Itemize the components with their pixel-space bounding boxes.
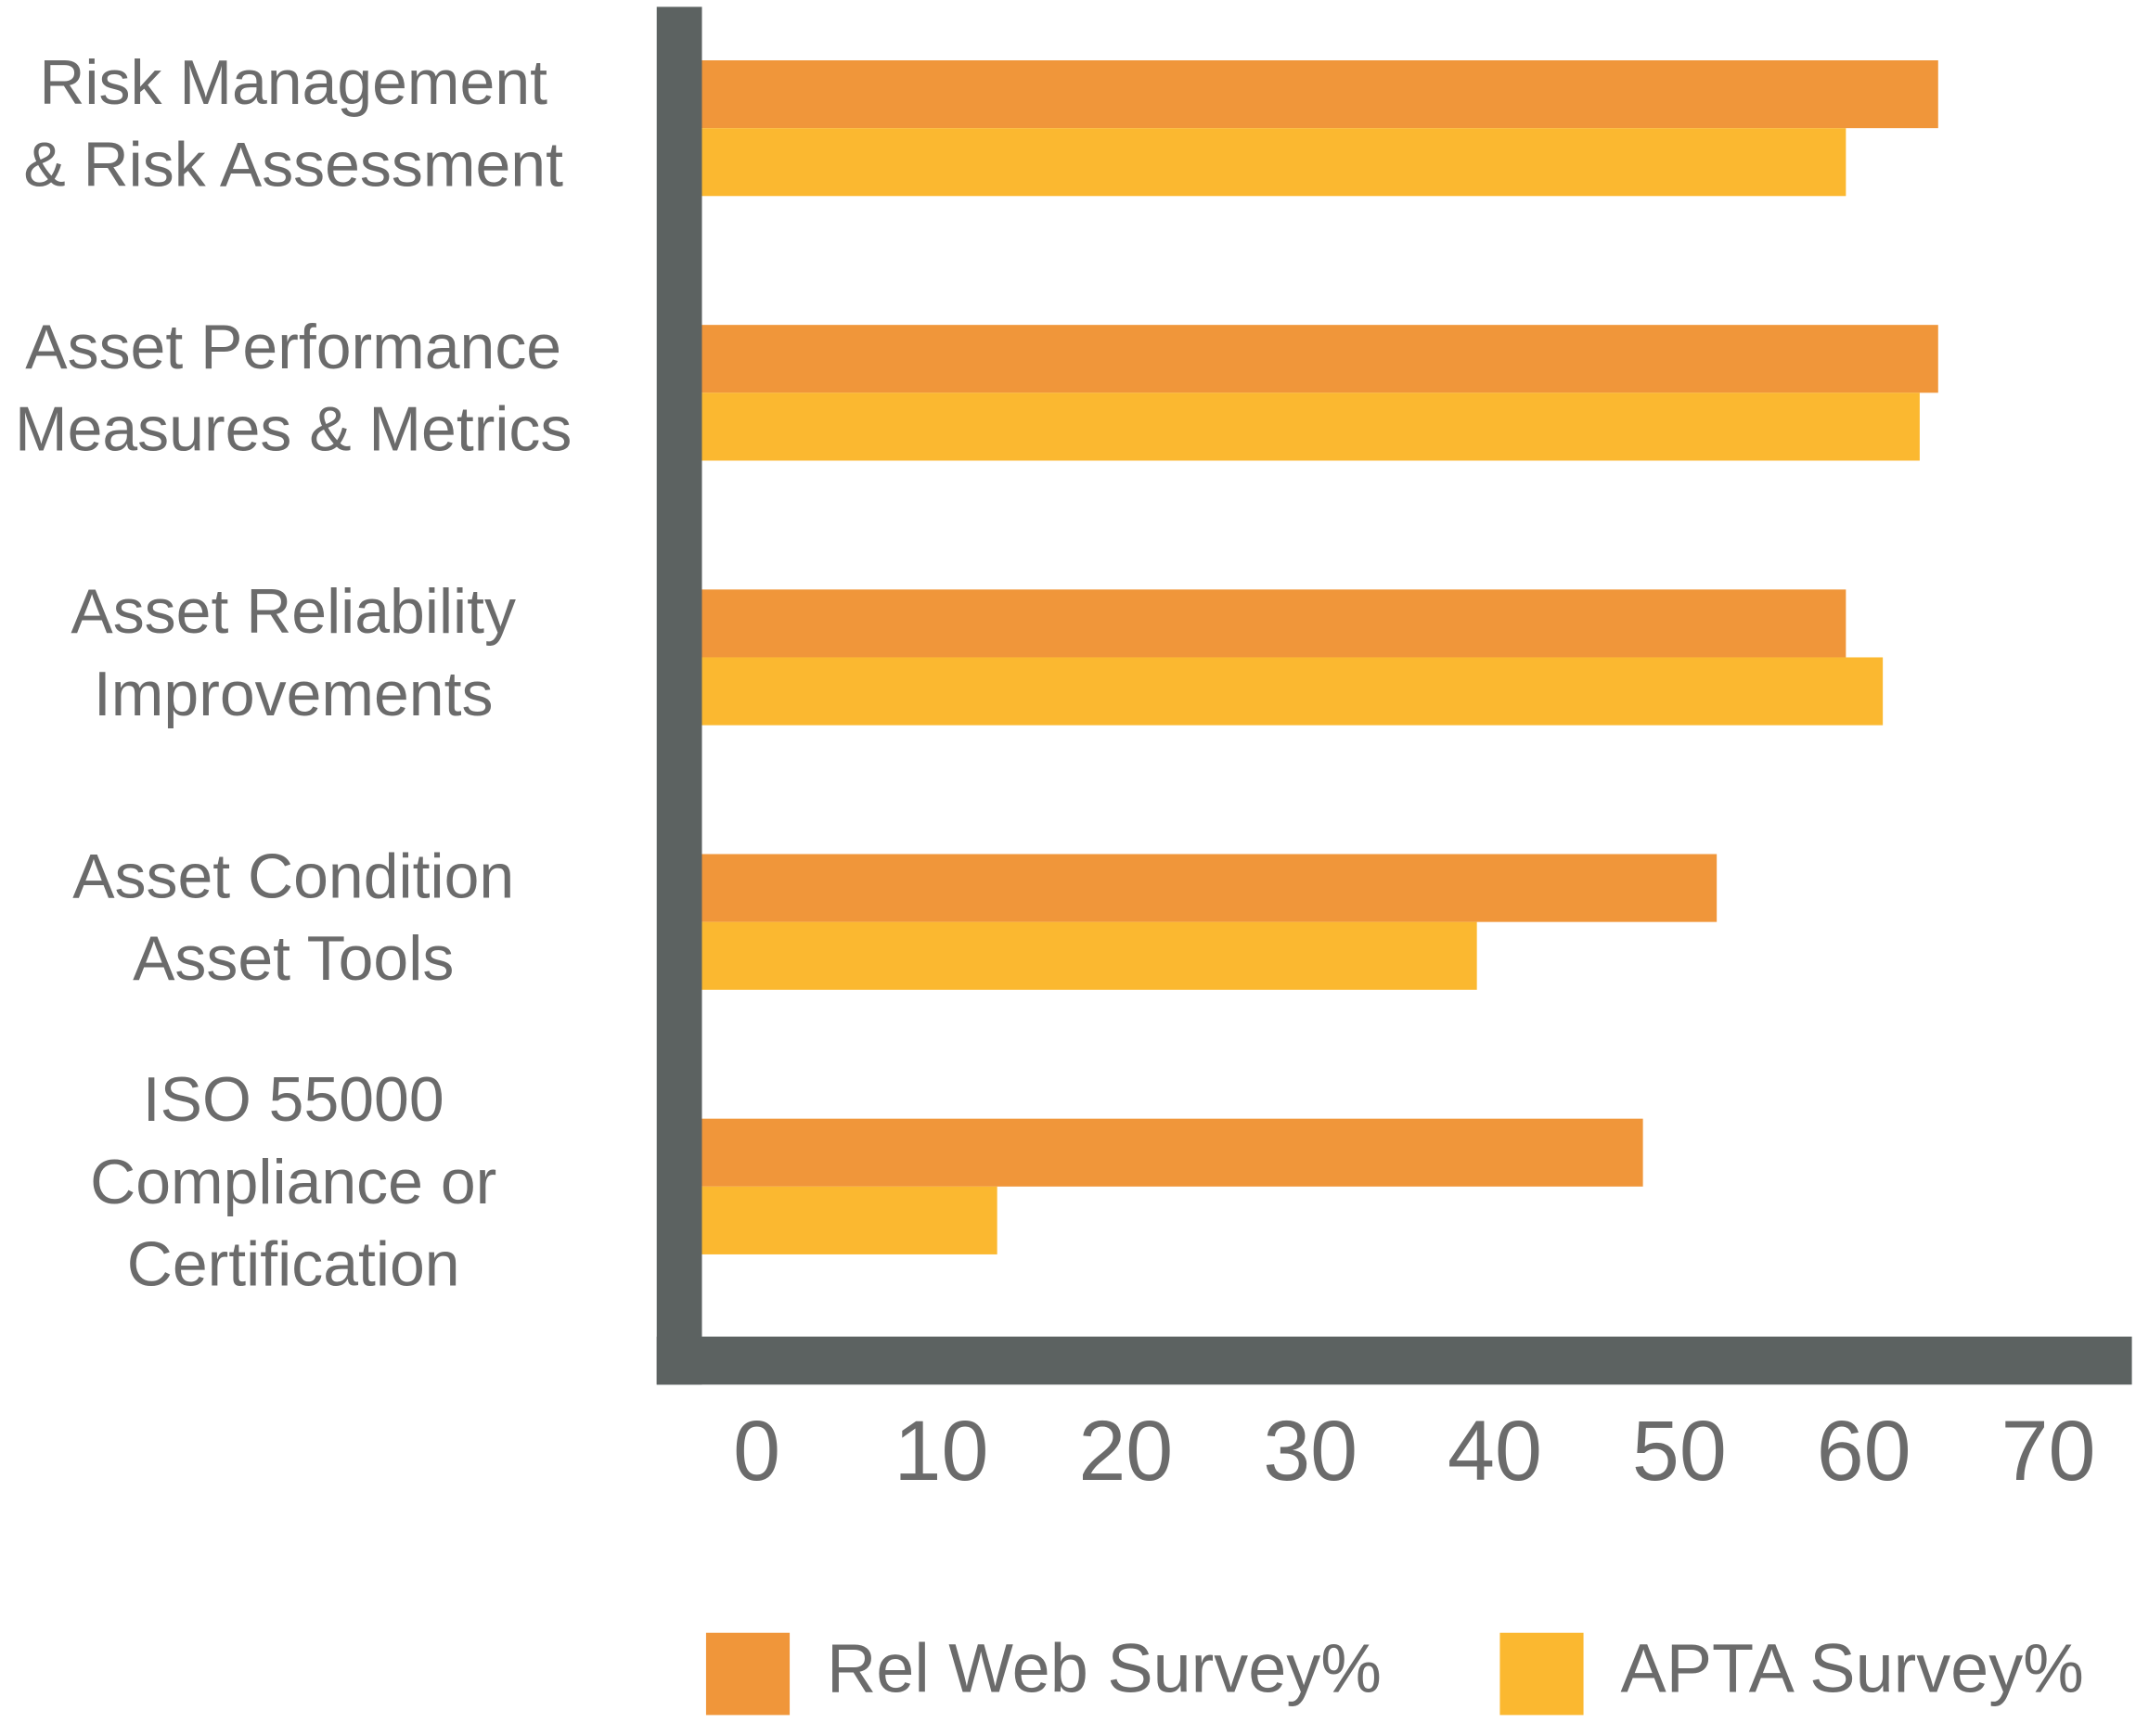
x-tick-label: 0 xyxy=(733,1404,780,1498)
x-tick-label: 40 xyxy=(1448,1404,1542,1498)
x-tick-label: 50 xyxy=(1632,1404,1727,1498)
bar xyxy=(701,60,1938,129)
y-axis xyxy=(656,6,702,1385)
x-tick-label: 10 xyxy=(894,1404,989,1498)
bar xyxy=(701,325,1938,393)
x-tick-label: 60 xyxy=(1817,1404,1911,1498)
bar xyxy=(701,854,1718,922)
x-tick-label: 70 xyxy=(2001,1404,2096,1498)
bar xyxy=(701,1186,997,1254)
y-tick-label: Asset Condition Asset Tools xyxy=(72,841,514,994)
x-tick-label: 30 xyxy=(1263,1404,1358,1498)
bar xyxy=(701,921,1477,990)
y-tick-label: Asset Reliability Improvements xyxy=(71,576,516,729)
bar xyxy=(701,589,1846,658)
legend-swatch xyxy=(1499,1632,1584,1716)
y-tick-label: ISO 55000 Compliance or Certification xyxy=(90,1064,496,1299)
x-tick-label: 20 xyxy=(1078,1404,1173,1498)
bar xyxy=(701,1118,1643,1187)
legend-label: Rel Web Survey% xyxy=(827,1630,1382,1707)
legend-swatch xyxy=(705,1632,791,1716)
y-tick-label: Asset Performance Measures & Metrics xyxy=(15,312,572,465)
bar xyxy=(701,392,1920,461)
y-tick-label: Risk Management & Risk Assessment xyxy=(23,47,563,200)
bar xyxy=(701,128,1846,197)
x-axis xyxy=(656,1336,2132,1385)
legend-label: APTA Survey% xyxy=(1620,1630,2083,1707)
bar xyxy=(701,657,1884,726)
